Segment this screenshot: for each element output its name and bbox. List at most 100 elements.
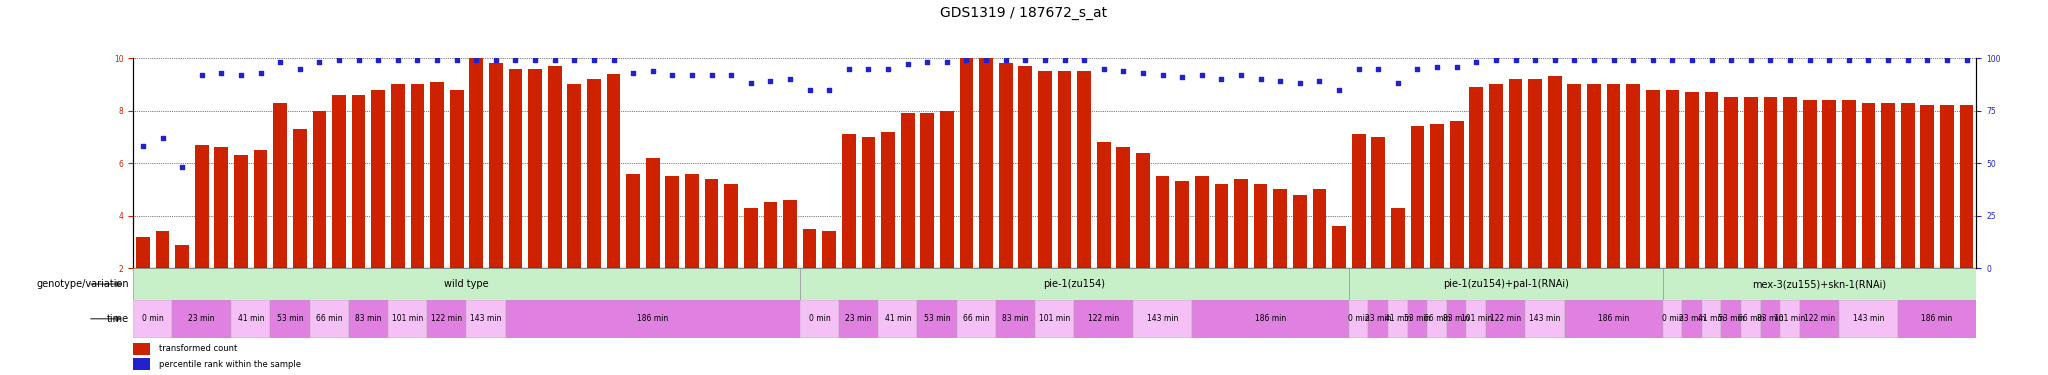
Bar <box>645 158 659 321</box>
Bar <box>1077 71 1092 321</box>
Point <box>145 135 178 141</box>
Point <box>1890 57 1923 63</box>
Bar <box>1352 134 1366 321</box>
Bar <box>705 179 719 321</box>
Bar <box>1038 71 1053 321</box>
Bar <box>391 84 406 321</box>
FancyBboxPatch shape <box>995 300 1034 338</box>
Bar <box>1194 176 1208 321</box>
Point <box>1499 57 1532 63</box>
FancyBboxPatch shape <box>1034 300 1075 338</box>
Point <box>420 57 453 63</box>
Point <box>735 80 768 86</box>
Bar <box>1802 100 1817 321</box>
Bar <box>135 237 150 321</box>
Text: pie-1(zu154)+pal-1(RNAi): pie-1(zu154)+pal-1(RNAi) <box>1442 279 1569 289</box>
Text: 143 min: 143 min <box>1530 314 1561 323</box>
Point <box>362 57 395 63</box>
Point <box>401 57 434 63</box>
Text: 23 min: 23 min <box>846 314 872 323</box>
Point <box>1675 57 1708 63</box>
Point <box>872 66 905 72</box>
Point <box>813 87 846 93</box>
FancyBboxPatch shape <box>348 300 387 338</box>
Bar <box>1313 189 1327 321</box>
Bar <box>1528 79 1542 321</box>
Bar <box>1057 71 1071 321</box>
Bar <box>1686 92 1700 321</box>
Point <box>1636 57 1669 63</box>
FancyBboxPatch shape <box>1565 300 1663 338</box>
Point <box>127 143 160 149</box>
FancyBboxPatch shape <box>1446 300 1466 338</box>
Text: 101 min: 101 min <box>1460 314 1491 323</box>
FancyBboxPatch shape <box>801 268 1350 300</box>
Bar <box>1137 153 1149 321</box>
Bar <box>1882 103 1894 321</box>
Point <box>1245 76 1278 82</box>
Bar <box>293 129 307 321</box>
FancyBboxPatch shape <box>428 300 467 338</box>
Point <box>244 70 276 76</box>
Bar <box>1939 105 1954 321</box>
Text: 143 min: 143 min <box>1147 314 1178 323</box>
Point <box>969 57 1001 63</box>
Bar <box>1274 189 1286 321</box>
Text: 186 min: 186 min <box>1921 314 1952 323</box>
Text: 83 min: 83 min <box>1444 314 1470 323</box>
Text: 83 min: 83 min <box>1001 314 1028 323</box>
Bar <box>1372 137 1384 321</box>
Bar <box>1214 184 1229 321</box>
FancyBboxPatch shape <box>1192 300 1350 338</box>
Text: 122 min: 122 min <box>1087 314 1120 323</box>
FancyBboxPatch shape <box>1722 300 1741 338</box>
Text: 0 min: 0 min <box>1348 314 1370 323</box>
FancyBboxPatch shape <box>1075 300 1133 338</box>
Bar <box>1018 66 1032 321</box>
Point <box>1657 57 1690 63</box>
Text: 53 min: 53 min <box>924 314 950 323</box>
Text: 83 min: 83 min <box>354 314 381 323</box>
FancyBboxPatch shape <box>840 300 879 338</box>
Bar <box>1724 98 1739 321</box>
Text: 66 min: 66 min <box>1423 314 1450 323</box>
FancyBboxPatch shape <box>1702 300 1722 338</box>
Bar <box>803 229 817 321</box>
Point <box>1753 57 1786 63</box>
Point <box>1774 57 1806 63</box>
Bar <box>371 90 385 321</box>
Point <box>1911 57 1944 63</box>
Point <box>1165 74 1198 80</box>
Point <box>539 57 571 63</box>
Point <box>616 70 649 76</box>
Bar <box>1823 100 1837 321</box>
Point <box>774 76 807 82</box>
Bar <box>410 84 424 321</box>
Bar <box>1921 105 1933 321</box>
FancyBboxPatch shape <box>1350 268 1663 300</box>
FancyBboxPatch shape <box>231 300 270 338</box>
Bar <box>133 343 150 355</box>
Point <box>715 72 748 78</box>
Bar <box>1411 126 1423 321</box>
FancyBboxPatch shape <box>956 300 995 338</box>
Point <box>1851 57 1884 63</box>
Bar <box>686 174 698 321</box>
Point <box>1204 76 1237 82</box>
FancyBboxPatch shape <box>1389 300 1407 338</box>
Bar <box>782 200 797 321</box>
Bar <box>1608 84 1620 321</box>
Bar <box>176 244 188 321</box>
Text: 53 min: 53 min <box>1718 314 1745 323</box>
Bar <box>940 111 954 321</box>
Bar <box>1489 84 1503 321</box>
Point <box>852 66 885 72</box>
Point <box>655 72 688 78</box>
Text: wild type: wild type <box>444 279 489 289</box>
Text: 143 min: 143 min <box>1853 314 1884 323</box>
FancyBboxPatch shape <box>1133 300 1192 338</box>
Point <box>1538 57 1571 63</box>
Text: 66 min: 66 min <box>315 314 342 323</box>
Bar <box>1960 105 1974 321</box>
Bar <box>1862 103 1876 321</box>
